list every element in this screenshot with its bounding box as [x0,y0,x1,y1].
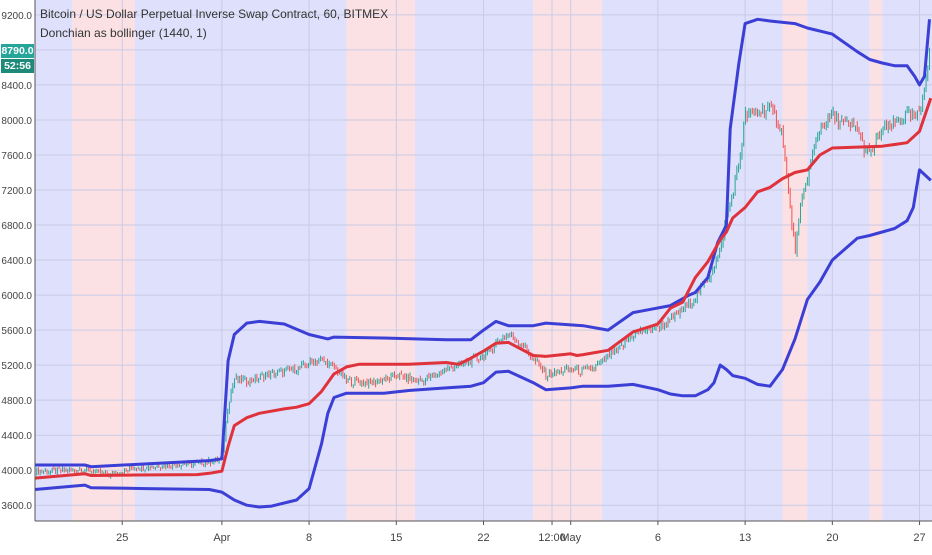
x-tick-label: 13 [739,532,751,544]
y-tick-label: 3600.0 [1,501,32,512]
y-tick-label: 7600.0 [1,151,32,162]
x-tick-label: 27 [913,532,925,544]
x-tick-label: 22 [477,532,489,544]
x-tick-label: 20 [826,532,838,544]
countdown-tag: 52:56 [1,58,34,73]
y-tick-label: 9200.0 [1,11,32,22]
y-tick-label: 8000.0 [1,116,32,127]
x-tick-label: May [560,532,581,544]
y-tick-label: 5200.0 [1,361,32,372]
y-tick-label: 7200.0 [1,186,32,197]
y-tick-label: 4400.0 [1,431,32,442]
chart-title: Bitcoin / US Dollar Perpetual Inverse Sw… [40,7,389,21]
x-tick-label: 8 [306,532,312,544]
y-tick-label: 4800.0 [1,396,32,407]
y-tick-label: 8400.0 [1,81,32,92]
series-lower [34,168,932,509]
x-tick-label: Apr [213,532,230,544]
y-tick-label: 6800.0 [1,221,32,232]
x-tick-label: 6 [655,532,661,544]
donchian-bands [34,17,932,509]
y-axis-ticks: 3600.0 4000.0 4400.0 4800.0 5200.0 5600.0 6000… [1,11,32,512]
y-tick-label: 6000.0 [1,291,32,302]
y-tick-label: 4000.0 [1,466,32,477]
y-tick-label: 5600.0 [1,326,32,337]
series-basis [34,97,932,480]
x-tick-label: 25 [116,532,128,544]
last-price-tag: 8790.0 [1,43,34,58]
x-tick-label: 12:00 [538,532,566,544]
x-tick-label: 15 [390,532,402,544]
grid [35,0,932,521]
y-tick-label: 6400.0 [1,256,32,267]
indicator-label: Donchian as bollinger (1440, 1) [40,26,207,40]
series-upper [35,17,931,469]
